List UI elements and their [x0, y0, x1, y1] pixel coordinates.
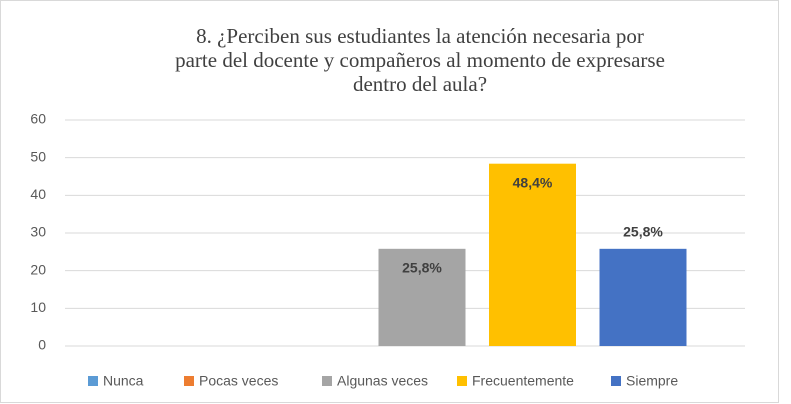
legend-swatch: [88, 376, 98, 386]
y-tick-label: 10: [30, 299, 46, 315]
legend-swatch: [322, 376, 332, 386]
legend-swatch: [457, 376, 467, 386]
chart-title: 8. ¿Perciben sus estudiantes la atención…: [196, 24, 644, 48]
legend-label: Algunas veces: [337, 373, 428, 389]
data-label: 25,8%: [623, 224, 663, 240]
y-tick-label: 30: [30, 224, 46, 240]
legend-label: Siempre: [626, 373, 678, 389]
data-label: 25,8%: [402, 260, 442, 276]
y-tick-label: 50: [30, 148, 46, 164]
bar: [489, 163, 576, 346]
chart-title: parte del docente y compañeros al moment…: [175, 48, 665, 72]
data-label: 48,4%: [513, 174, 553, 190]
y-tick-label: 40: [30, 186, 46, 202]
y-tick-label: 20: [30, 261, 46, 277]
legend-label: Nunca: [103, 373, 144, 389]
bar: [378, 248, 466, 346]
legend-label: Pocas veces: [199, 373, 278, 389]
bar: [599, 248, 687, 346]
y-tick-label: 0: [38, 337, 46, 353]
chart-title: dentro del aula?: [353, 72, 487, 96]
y-tick-label: 60: [30, 111, 46, 127]
legend-label: Frecuentemente: [472, 373, 574, 389]
legend-swatch: [611, 376, 621, 386]
legend-swatch: [184, 376, 194, 386]
